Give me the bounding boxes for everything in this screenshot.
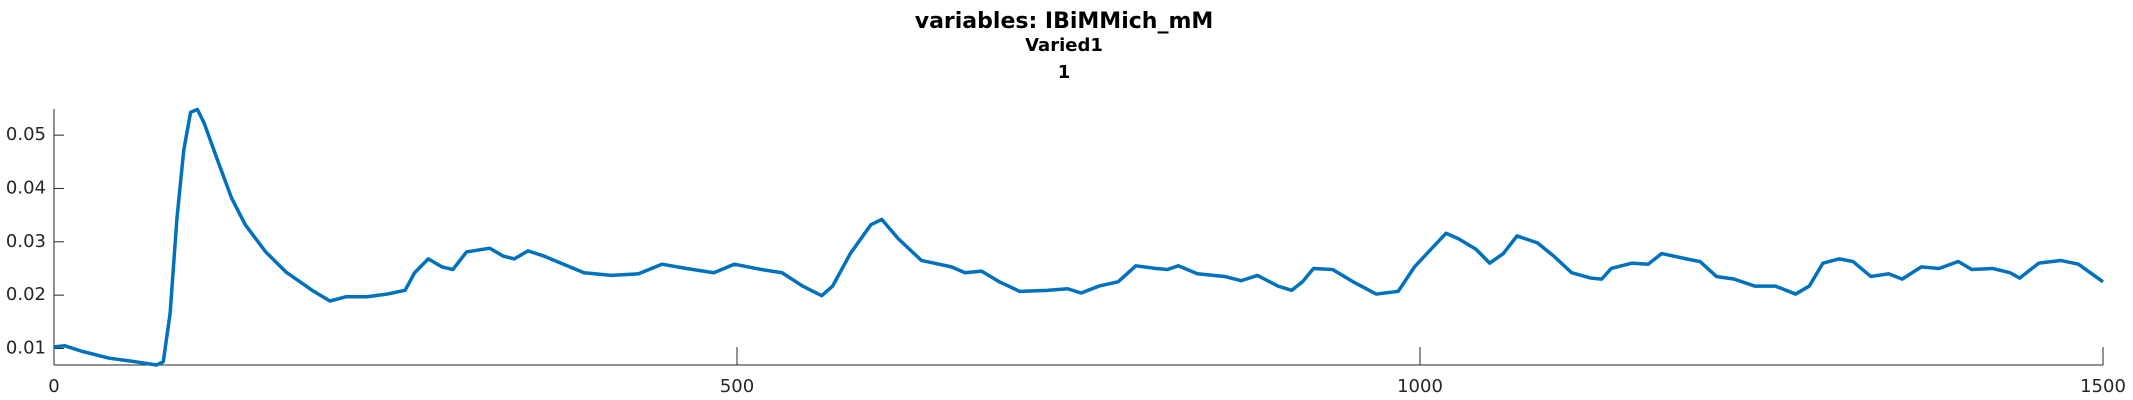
y-tick-label: 0.05 <box>6 124 46 145</box>
chart-title: variables: IBiMMich_mM <box>915 9 1214 34</box>
x-tick-label: 0 <box>48 376 59 397</box>
y-tick-label: 0.03 <box>6 231 46 252</box>
x-tick-label: 1500 <box>2080 376 2126 397</box>
chart-subtitle: Varied1 <box>1025 35 1103 56</box>
x-tick-label: 1000 <box>1397 376 1443 397</box>
y-tick-label: 0.01 <box>6 337 46 358</box>
data-line <box>53 107 2105 367</box>
y-tick-label: 0.04 <box>6 177 46 198</box>
y-tick-label: 0.02 <box>6 284 46 305</box>
x-tick-label: 500 <box>720 376 754 397</box>
chart-subtitle: 1 <box>1058 62 1071 83</box>
